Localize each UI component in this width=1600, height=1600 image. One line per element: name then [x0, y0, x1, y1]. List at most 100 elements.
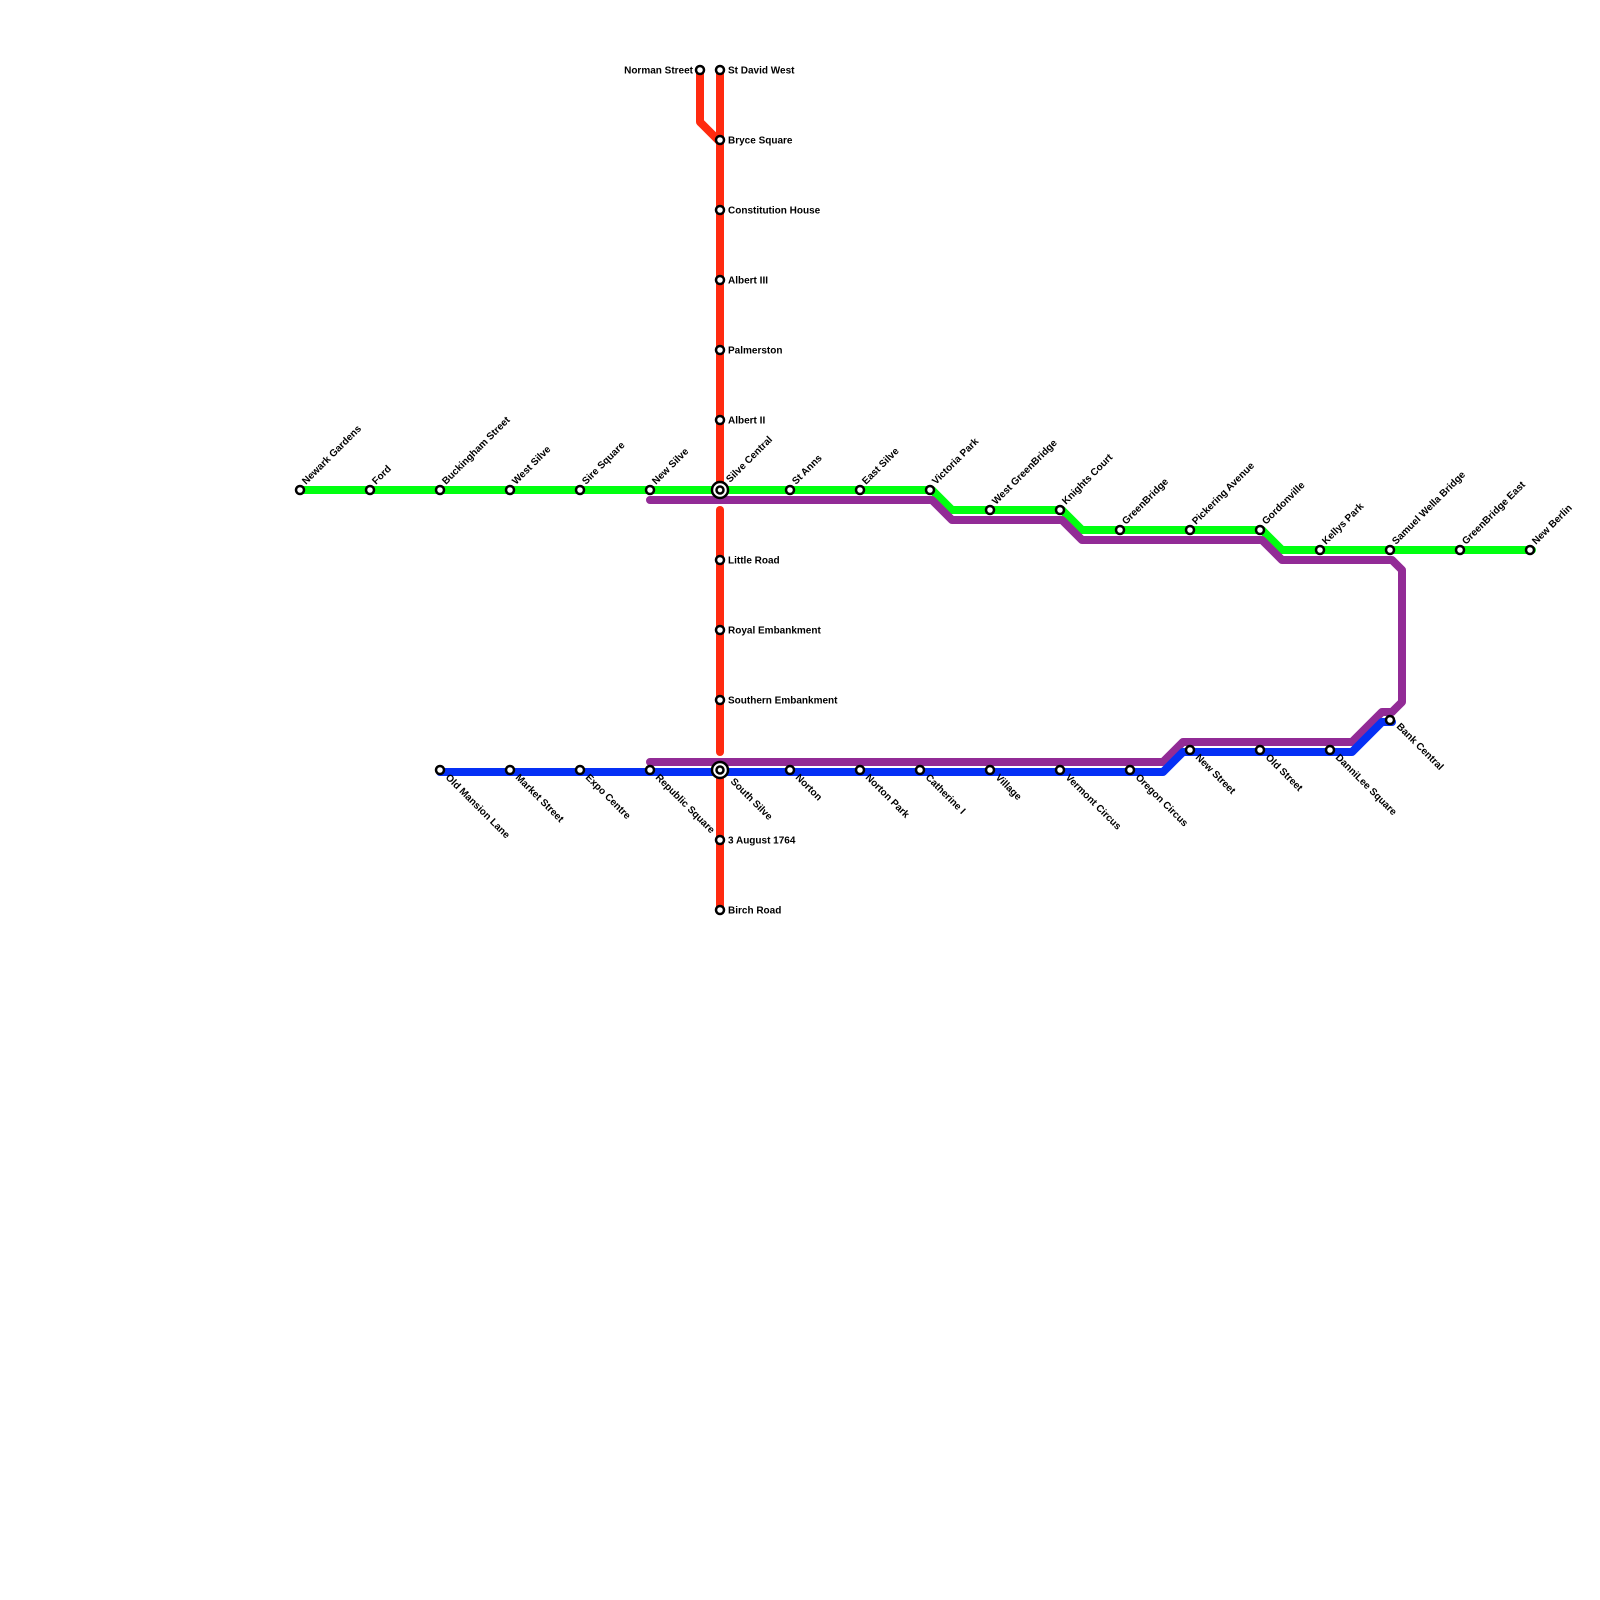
station-label: Sire Square — [580, 440, 627, 487]
station-label: Ford — [370, 464, 393, 487]
station-west-greenbridge[interactable]: West GreenBridge — [984, 437, 1060, 516]
station-label: GreenBridge East — [1460, 479, 1528, 547]
station-marker — [1054, 504, 1066, 516]
station-marker — [1054, 764, 1066, 776]
station-label: Birch Road — [728, 906, 781, 917]
station-gordonville[interactable]: Gordonville — [1254, 480, 1308, 536]
station-label: Knights Court — [1060, 452, 1115, 507]
station-marker — [294, 484, 306, 496]
station-label: Constitution House — [728, 206, 821, 217]
station-label: Newark Gardens — [300, 423, 364, 487]
station-marker — [714, 134, 726, 146]
station-label: Village — [993, 772, 1024, 803]
station-label: Market Street — [513, 772, 566, 825]
station-label: New Street — [1193, 752, 1238, 797]
station-label: Victoria Park — [930, 436, 981, 487]
station-label: Royal Embankment — [728, 626, 821, 637]
station-palmerston[interactable]: Palmerston — [714, 344, 782, 357]
red-line-north-branch — [696, 66, 724, 146]
station-buckingham-street[interactable]: Buckingham Street — [434, 414, 513, 496]
station-southern-embankment[interactable]: Southern Embankment — [714, 694, 838, 707]
station-marker — [434, 764, 446, 776]
station-marker — [1524, 544, 1536, 556]
station-label: Samuel Wella Bridge — [1390, 469, 1468, 547]
station-royal-embankment[interactable]: Royal Embankment — [714, 624, 821, 637]
station-label: Albert II — [728, 416, 765, 427]
station-republic-square[interactable]: Republic Square — [644, 764, 717, 836]
station-marker — [1384, 714, 1396, 726]
station-label: Southern Embankment — [728, 696, 838, 707]
station-label: Vermont Circus — [1063, 772, 1123, 832]
station-marker — [714, 554, 726, 566]
station-birch-road[interactable]: Birch Road — [714, 904, 781, 917]
station-marker — [784, 764, 796, 776]
station-marker — [914, 764, 926, 776]
station-label: West Silve — [510, 444, 553, 487]
station-3-august-1764[interactable]: 3 August 1764 — [714, 834, 796, 847]
station-marker — [694, 64, 706, 76]
station-marker — [714, 624, 726, 636]
station-old-mansion-lane[interactable]: Old Mansion Lane — [434, 764, 512, 841]
station-new-berlin[interactable]: New Berlin — [1524, 503, 1575, 556]
station-marker — [715, 765, 725, 775]
station-dannilee-square[interactable]: DanniLee Square — [1324, 744, 1399, 818]
station-norman-street[interactable]: Norman Street — [624, 64, 706, 77]
station-pickering-avenue[interactable]: Pickering Avenue — [1184, 460, 1257, 536]
station-little-road[interactable]: Little Road — [714, 554, 780, 567]
station-label: Kellys Park — [1320, 501, 1366, 547]
station-marker — [1314, 544, 1326, 556]
station-marker — [714, 694, 726, 706]
station-marker — [854, 484, 866, 496]
station-label: Little Road — [728, 556, 780, 567]
lines — [296, 66, 1536, 914]
station-label: Norton Park — [863, 772, 912, 821]
station-label: Old Street — [1263, 752, 1305, 794]
station-marker — [714, 414, 726, 426]
station-marker — [504, 764, 516, 776]
station-samuel-wella-bridge[interactable]: Samuel Wella Bridge — [1384, 469, 1468, 556]
station-marker — [1184, 524, 1196, 536]
station-greenbridge-east[interactable]: GreenBridge East — [1454, 479, 1528, 556]
station-marker — [714, 204, 726, 216]
station-marker — [504, 484, 516, 496]
station-label: South Silve — [728, 776, 775, 823]
station-albert-iii[interactable]: Albert III — [714, 274, 768, 287]
station-marker — [984, 764, 996, 776]
station-bryce-square[interactable]: Bryce Square — [714, 134, 793, 147]
station-label: Expo Centre — [583, 772, 633, 822]
station-label: St David West — [728, 66, 795, 77]
station-marker — [434, 484, 446, 496]
station-albert-ii[interactable]: Albert II — [714, 414, 765, 427]
station-label: New Berlin — [1530, 503, 1574, 547]
station-marker — [854, 764, 866, 776]
station-label: West GreenBridge — [990, 437, 1060, 507]
station-label: Bryce Square — [728, 136, 793, 147]
station-label: Pickering Avenue — [1190, 460, 1257, 527]
station-label: Buckingham Street — [440, 414, 513, 487]
station-newark-gardens[interactable]: Newark Gardens — [294, 423, 364, 496]
station-st-david-west[interactable]: St David West — [714, 64, 795, 77]
station-sire-square[interactable]: Sire Square — [574, 440, 628, 496]
station-knights-court[interactable]: Knights Court — [1054, 452, 1116, 516]
station-marker — [574, 764, 586, 776]
station-marker — [715, 485, 725, 495]
station-marker — [574, 484, 586, 496]
station-marker — [364, 484, 376, 496]
station-marker — [714, 904, 726, 916]
station-marker — [1124, 764, 1136, 776]
station-label: Silve Central — [724, 434, 775, 485]
station-greenbridge[interactable]: GreenBridge — [1114, 476, 1171, 536]
station-marker — [1254, 744, 1266, 756]
station-label: Norman Street — [624, 66, 694, 77]
station-vermont-circus[interactable]: Vermont Circus — [1054, 764, 1123, 833]
station-label: St Anns — [790, 453, 825, 488]
station-constitution-house[interactable]: Constitution House — [714, 204, 821, 217]
station-label: Old Mansion Lane — [443, 772, 512, 841]
station-marker — [714, 274, 726, 286]
station-label: Albert III — [728, 276, 768, 287]
station-marker — [644, 484, 656, 496]
purple-line — [646, 496, 1406, 766]
station-victoria-park[interactable]: Victoria Park — [924, 436, 982, 496]
station-marker — [784, 484, 796, 496]
station-label: New Silve — [650, 446, 691, 487]
